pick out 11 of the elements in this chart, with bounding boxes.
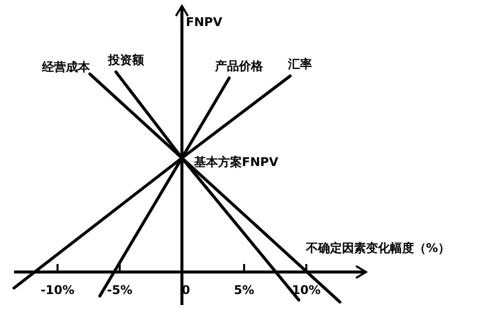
series-label: 产品价格 xyxy=(215,59,264,73)
series-label: 汇率 xyxy=(288,57,312,71)
series-label: 投资额 xyxy=(108,53,144,67)
series-label: 经营成本 xyxy=(42,60,90,74)
xtick: -5% xyxy=(107,283,132,297)
xtick: 5% xyxy=(234,283,254,297)
xtick: -10% xyxy=(40,283,74,297)
xlabel: 不确定因素变化幅度（%） xyxy=(306,241,450,255)
xtick: 10% xyxy=(292,283,321,297)
ylabel: FNPV xyxy=(186,15,222,29)
annotation: 基本方案FNPV xyxy=(194,155,278,169)
